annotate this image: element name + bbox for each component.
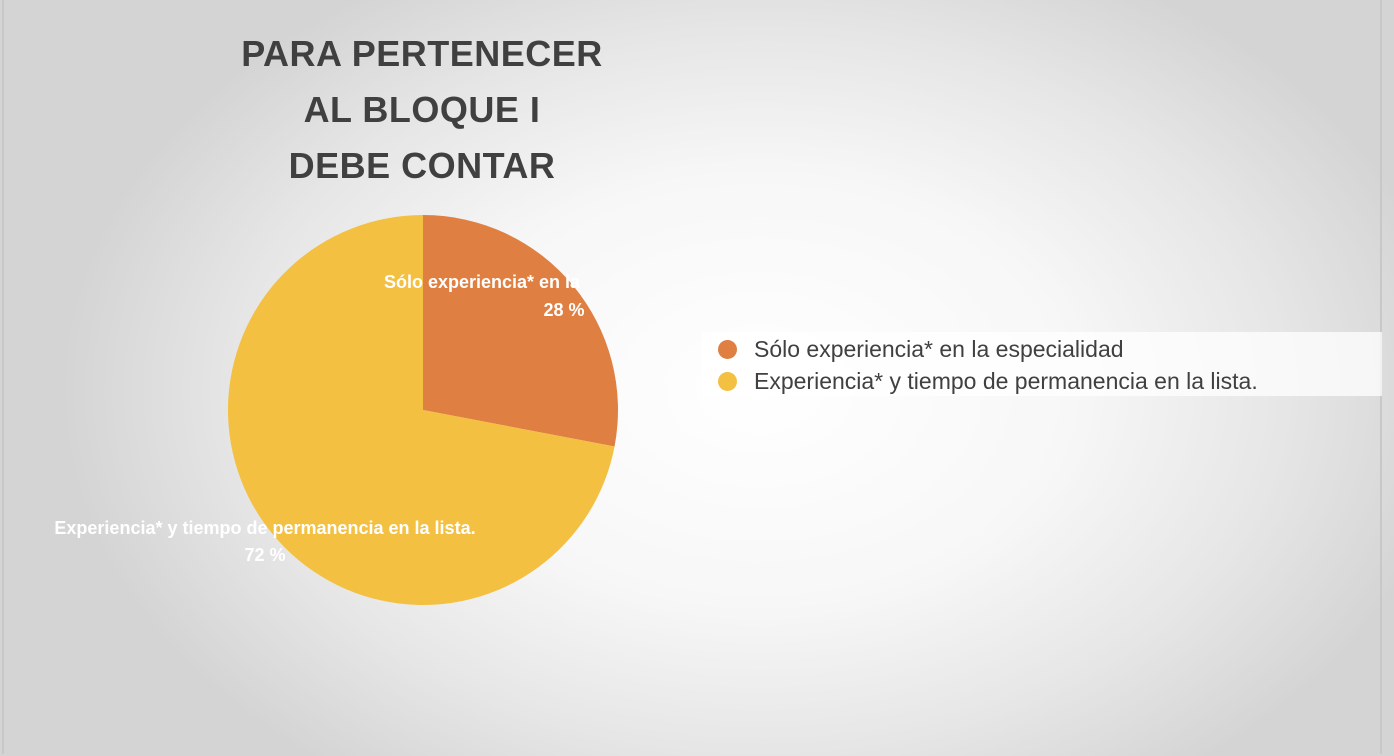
data-label-category-0: Sólo experiencia* en la [384,272,581,292]
chart-title-line-3: DEBE CONTAR [288,145,556,186]
pie-data-labels: Sólo experiencia* en la 28 % Experiencia* … [54,272,584,565]
legend-item-experiencia-y-tiempo: Experiencia* y tiempo de permanencia en … [718,366,1258,396]
legend-label: Experiencia* y tiempo de permanencia en … [754,367,1258,394]
pie-slices [228,215,618,606]
data-label-value-0: 28 % [543,300,584,320]
chart-title: PARA PERTENECER AL BLOQUE I DEBE CONTAR [222,26,622,194]
legend-item-solo-experiencia: Sólo experiencia* en la especialidad [718,334,1124,364]
data-label-value-1: 72 % [244,545,285,565]
legend-marker-yellow [718,371,737,391]
pie-slice-1 [228,215,615,606]
pie-slice-0 [423,215,618,447]
legend-marker-orange [718,339,737,359]
legend-label: Sólo experiencia* en la especialidad [754,335,1124,362]
chart-title-line-1: PARA PERTENECER [241,33,603,74]
data-label-category-1: Experiencia* y tiempo de permanencia en … [54,518,475,538]
chart-title-line-2: AL BLOQUE I [303,89,541,130]
chart-legend: Sólo experiencia* en la especialidad Exp… [702,332,1382,396]
